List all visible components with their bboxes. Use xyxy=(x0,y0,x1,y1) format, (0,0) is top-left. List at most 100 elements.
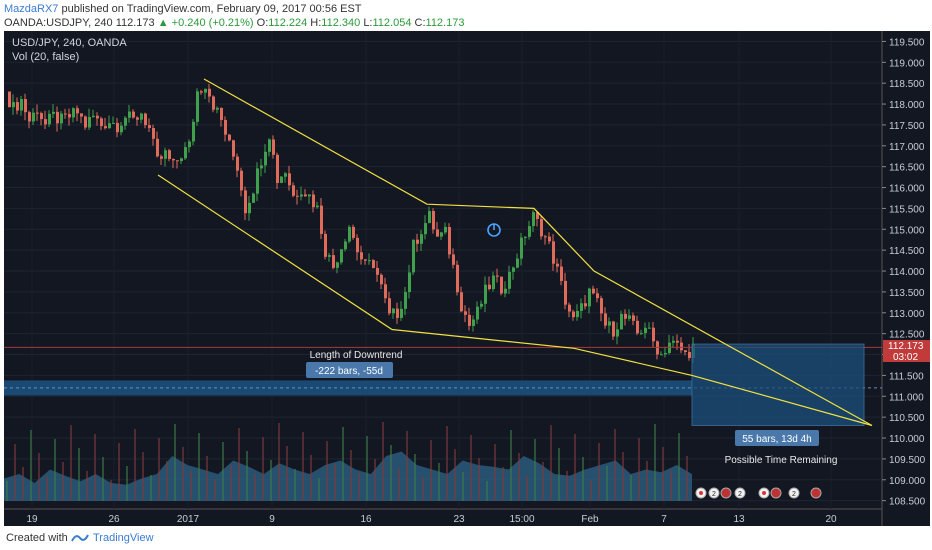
candle-body xyxy=(444,226,447,233)
volume-bar xyxy=(262,437,264,501)
candle-body xyxy=(536,212,539,220)
candle-body xyxy=(228,134,231,141)
volume-bar xyxy=(470,435,472,501)
candle-body xyxy=(512,267,515,272)
volume-bar xyxy=(70,425,72,501)
price-chart[interactable]: 119.500 119.000 118.500 118.000 117.500 117.0… xyxy=(4,31,930,526)
downtrend-label-box xyxy=(306,362,393,378)
candle-body xyxy=(600,298,603,314)
plot-area[interactable] xyxy=(4,31,882,509)
x-tick-label: Feb xyxy=(581,514,599,525)
volume-bar xyxy=(398,468,400,501)
candle-body xyxy=(500,276,503,294)
candle-body xyxy=(552,241,555,264)
bar-countdown: 03:02 xyxy=(893,352,918,363)
candle-body xyxy=(588,288,591,307)
candle-body xyxy=(464,311,467,315)
candle-body xyxy=(336,262,339,268)
candle-body xyxy=(480,303,483,307)
y-tick-label: 111.500 xyxy=(889,371,924,382)
volume-series xyxy=(4,422,692,501)
candle-body xyxy=(648,327,651,329)
volume-bar xyxy=(6,481,8,501)
candle-body xyxy=(424,223,427,235)
candle-body xyxy=(88,116,91,128)
candle-body xyxy=(352,226,355,238)
candle-body xyxy=(124,117,127,126)
symbol-label: OANDA:USDJPY, 240 xyxy=(4,17,113,29)
volume-bar xyxy=(622,452,624,501)
candle-body xyxy=(660,354,663,356)
candle-body xyxy=(72,108,75,118)
candle-body xyxy=(340,249,343,263)
remaining-title: Possible Time Remaining xyxy=(725,455,838,466)
y-tick-label: 110.000 xyxy=(889,434,925,445)
candle-body xyxy=(388,298,391,314)
svg-text:2: 2 xyxy=(738,491,742,498)
volume-bar xyxy=(662,447,664,501)
brand-link[interactable]: TradingView xyxy=(93,532,154,544)
candle-body xyxy=(332,255,335,268)
candle-body xyxy=(608,321,611,326)
candle-body xyxy=(52,111,55,114)
volume-bar xyxy=(86,471,88,501)
candle-body xyxy=(416,239,419,244)
candle-body xyxy=(108,123,111,129)
candle-body xyxy=(632,315,635,321)
candle-body xyxy=(188,141,191,148)
volume-bar xyxy=(414,454,416,501)
candle-body xyxy=(596,293,599,299)
candle-body xyxy=(304,194,307,197)
candle-body xyxy=(156,138,159,157)
candle-body xyxy=(308,194,311,197)
time-axis[interactable] xyxy=(4,509,882,526)
volume-bar xyxy=(302,432,304,501)
volume-bar xyxy=(430,440,432,501)
candle-body xyxy=(520,237,523,259)
candle-body xyxy=(272,139,275,155)
candle-body xyxy=(300,194,303,197)
candle-body xyxy=(256,168,259,194)
candle-body xyxy=(64,113,67,115)
flag-events[interactable]: 2 2 2 xyxy=(695,487,822,499)
volume-bar xyxy=(406,431,408,501)
volume-bar xyxy=(422,477,424,501)
price-axis[interactable] xyxy=(882,31,930,526)
volume-bar xyxy=(310,455,312,501)
candle-body xyxy=(12,102,15,108)
volume-bar xyxy=(358,473,360,501)
published-text: published on TradingView.com, February 0… xyxy=(58,3,362,15)
created-with-text: Created with xyxy=(6,532,68,544)
volume-bar xyxy=(646,461,648,501)
high-value: 112.340 xyxy=(321,17,361,29)
candle-body xyxy=(328,255,331,257)
volume-bar xyxy=(534,439,536,501)
y-tick-label: 118.500 xyxy=(889,79,925,90)
x-tick-label: 16 xyxy=(360,514,372,525)
downtrend-measure: -222 bars, -55d xyxy=(315,366,383,377)
candle-body xyxy=(172,159,175,161)
grid xyxy=(4,31,882,509)
author-link[interactable]: MazdaRX7 xyxy=(4,3,59,15)
candle-body xyxy=(320,205,323,234)
x-tick-label: 19 xyxy=(26,514,38,525)
candle-body xyxy=(312,194,315,208)
volume-bar xyxy=(38,453,40,501)
volume-bar xyxy=(526,476,528,501)
candle-body xyxy=(384,284,387,299)
volume-bar xyxy=(190,470,192,501)
volume-bar xyxy=(326,441,328,501)
x-tick-label: 26 xyxy=(108,514,120,525)
volume-bar xyxy=(22,467,24,501)
candle-body xyxy=(196,91,199,122)
volume-bar xyxy=(206,456,208,501)
candle-body xyxy=(436,229,439,237)
x-tick-label: 9 xyxy=(269,514,275,525)
candle-body xyxy=(232,140,235,157)
candle-body xyxy=(244,190,247,214)
volume-bar xyxy=(214,479,216,501)
volume-bar xyxy=(542,462,544,501)
candle-body xyxy=(688,352,691,358)
downtrend-title: Length of Downtrend xyxy=(310,350,403,361)
volume-bar xyxy=(566,471,568,501)
